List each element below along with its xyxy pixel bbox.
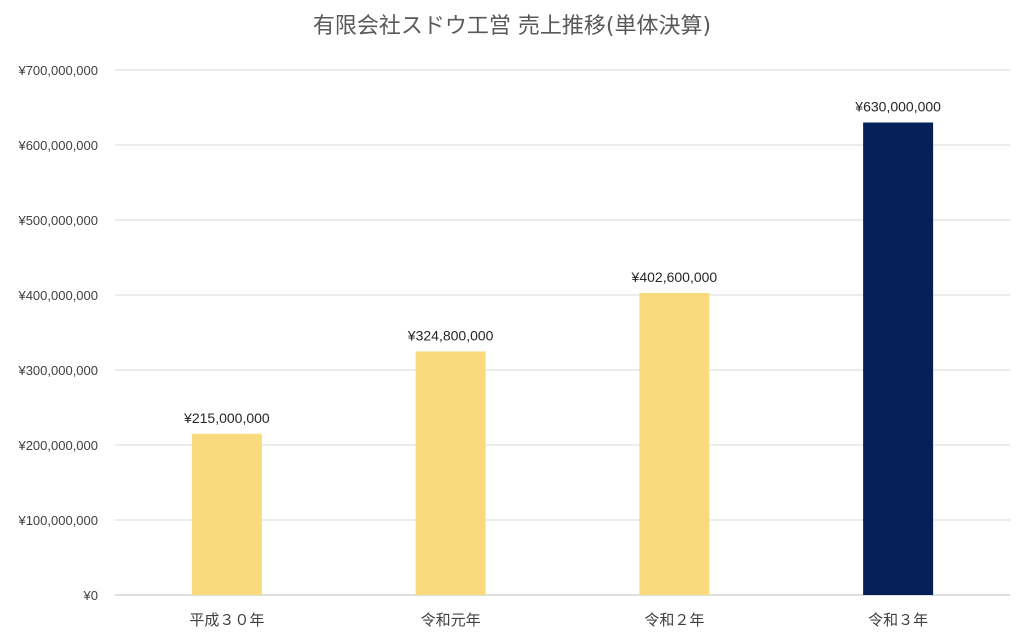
bar xyxy=(863,122,934,595)
bars xyxy=(191,122,934,595)
y-tick-label: ¥600,000,000 xyxy=(17,138,98,153)
data-labels: ¥215,000,000 ¥324,800,000 ¥402,600,000 ¥630… xyxy=(183,99,941,426)
data-label: ¥215,000,000 xyxy=(183,410,270,426)
bar xyxy=(415,351,486,595)
data-label: ¥402,600,000 xyxy=(631,269,718,285)
x-axis-ticks: 平成３０年 令和元年 令和２年 令和３年 xyxy=(189,611,928,629)
y-tick-label: ¥400,000,000 xyxy=(17,288,98,303)
x-tick-label: 令和元年 xyxy=(421,611,481,629)
bar xyxy=(191,433,262,595)
x-tick-label: 平成３０年 xyxy=(189,611,264,629)
y-tick-label: ¥0 xyxy=(83,588,98,603)
data-label: ¥630,000,000 xyxy=(854,99,941,115)
data-label: ¥324,800,000 xyxy=(407,327,494,343)
gridlines xyxy=(115,69,1010,596)
x-tick-label: 令和３年 xyxy=(868,611,928,629)
y-tick-label: ¥300,000,000 xyxy=(17,363,98,378)
y-tick-label: ¥700,000,000 xyxy=(17,63,98,78)
y-tick-label: ¥100,000,000 xyxy=(17,513,98,528)
y-axis-ticks: ¥0 ¥100,000,000 ¥200,000,000 ¥300,000,000 ¥4… xyxy=(17,63,98,603)
y-tick-label: ¥500,000,000 xyxy=(17,213,98,228)
x-tick-label: 令和２年 xyxy=(644,611,704,629)
bar xyxy=(639,293,710,595)
chart-title: 有限会社スドウ工営 売上推移(単体決算) xyxy=(313,14,711,39)
y-tick-label: ¥200,000,000 xyxy=(17,438,98,453)
